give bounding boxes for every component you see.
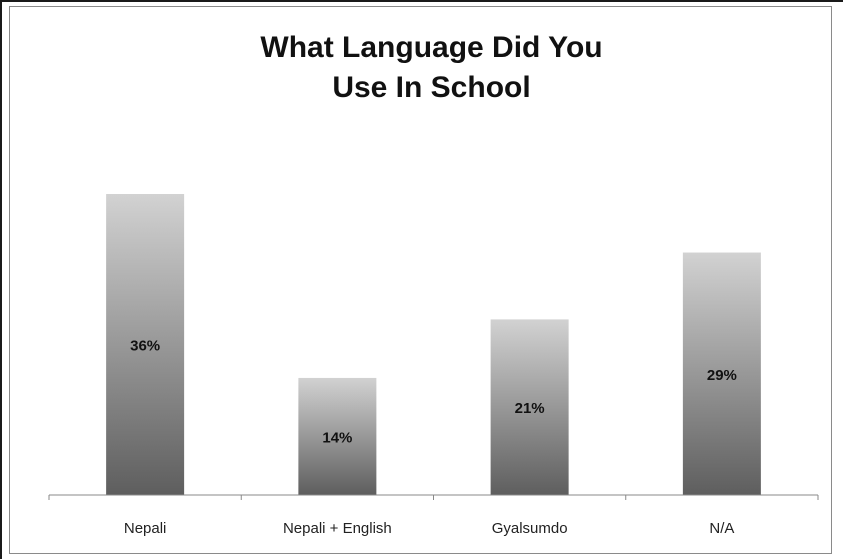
category-label: Nepali + English (283, 520, 392, 537)
value-label: 29% (707, 367, 737, 384)
chart-title: What Language Did You Use In School (20, 28, 843, 108)
bar-gyalsumdo (490, 319, 569, 495)
page-left-border (0, 0, 2, 559)
category-label: Nepali (124, 520, 167, 537)
value-label: 14% (322, 429, 352, 446)
x-axis-ticks (48, 495, 819, 500)
category-label: Gyalsumdo (492, 520, 568, 537)
page-top-border (0, 0, 843, 2)
chart-title-line-1: What Language Did You (260, 31, 603, 64)
value-labels: 36% 14% 21% 29% (130, 338, 737, 447)
bar-n-a (682, 252, 761, 495)
bar-nepali (106, 194, 185, 495)
category-labels: Nepali Nepali + English Gyalsumdo N/A (124, 520, 735, 537)
value-label: 21% (515, 400, 545, 417)
category-label: N/A (709, 520, 734, 537)
bar-nepali-english (298, 377, 377, 495)
bars-group (106, 194, 761, 495)
chart-title-line-2: Use In School (332, 71, 531, 104)
value-label: 36% (130, 338, 160, 355)
